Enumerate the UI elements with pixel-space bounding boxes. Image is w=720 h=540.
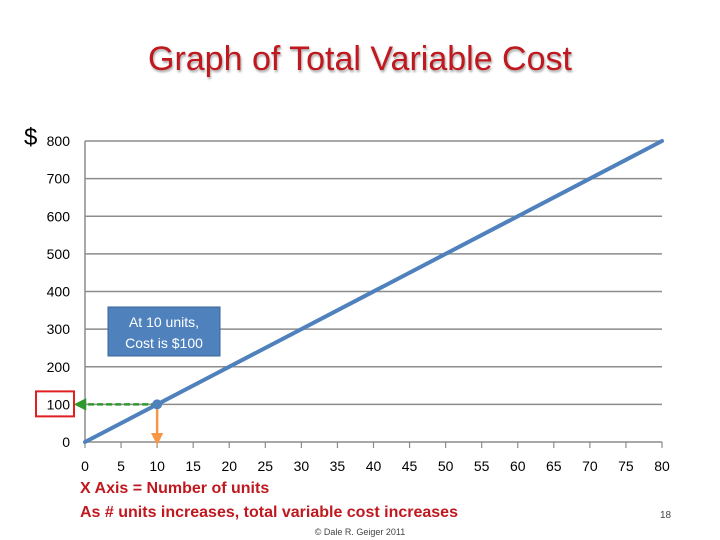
x-tick-label: 75 (618, 458, 634, 474)
x-tick-label: 70 (582, 458, 598, 474)
callout-layer: At 10 units, Cost is $100 (107, 306, 221, 357)
x-tick-label: 60 (510, 458, 526, 474)
x-tick-label: 0 (81, 458, 89, 474)
x-tick-label: 45 (402, 458, 418, 474)
series-line (83, 139, 664, 444)
y-tick-labels: 0 100 200 300 400 500 600 700 800 (47, 133, 71, 450)
x-tick-label: 15 (185, 458, 201, 474)
y-tick-label: 0 (62, 434, 70, 450)
x-tick-label: 5 (117, 458, 125, 474)
y-tick-label: 400 (47, 284, 71, 300)
callout-box (107, 306, 221, 357)
x-tick-label: 20 (221, 458, 237, 474)
x-tick-label: 55 (474, 458, 490, 474)
y-tick-label: 200 (47, 359, 71, 375)
x-tick-label: 10 (149, 458, 165, 474)
gridlines (84, 140, 663, 448)
callout-text: Cost is $100 (125, 335, 203, 351)
copyright: © Dale R. Geiger 2011 (314, 527, 406, 537)
x-axis-note: X Axis = Number of units (80, 480, 270, 497)
highlight-layer (35, 390, 164, 446)
x-tick-label: 35 (330, 458, 346, 474)
highlight-point (152, 399, 163, 410)
x-tick-label: 50 (438, 458, 454, 474)
x-tick-label: 30 (294, 458, 310, 474)
y-tick-label: 100 (47, 396, 71, 412)
x-tick-label: 40 (366, 458, 382, 474)
y-tick-label: 500 (47, 246, 71, 262)
x-tick-label: 80 (654, 458, 670, 474)
y-tick-label: 800 (47, 133, 71, 149)
x-tick-label: 65 (546, 458, 562, 474)
y-tick-label: 300 (47, 321, 71, 337)
series-layer (83, 139, 664, 444)
callout-text: At 10 units, (129, 314, 199, 330)
y-tick-label: 700 (47, 171, 71, 187)
y-tick-label: 600 (47, 208, 71, 224)
x-tick-label: 25 (258, 458, 274, 474)
slide-number: 18 (660, 510, 672, 521)
highlight-box (35, 390, 75, 418)
x-tick-labels: 0 5 10 15 20 25 30 35 40 45 50 55 60 65 70 75 80 (81, 458, 670, 474)
currency-symbol: $ (24, 124, 38, 151)
trend-note: As # units increases, total variable cos… (80, 504, 458, 521)
page-title: Graph of Total Variable Cost (148, 40, 572, 78)
